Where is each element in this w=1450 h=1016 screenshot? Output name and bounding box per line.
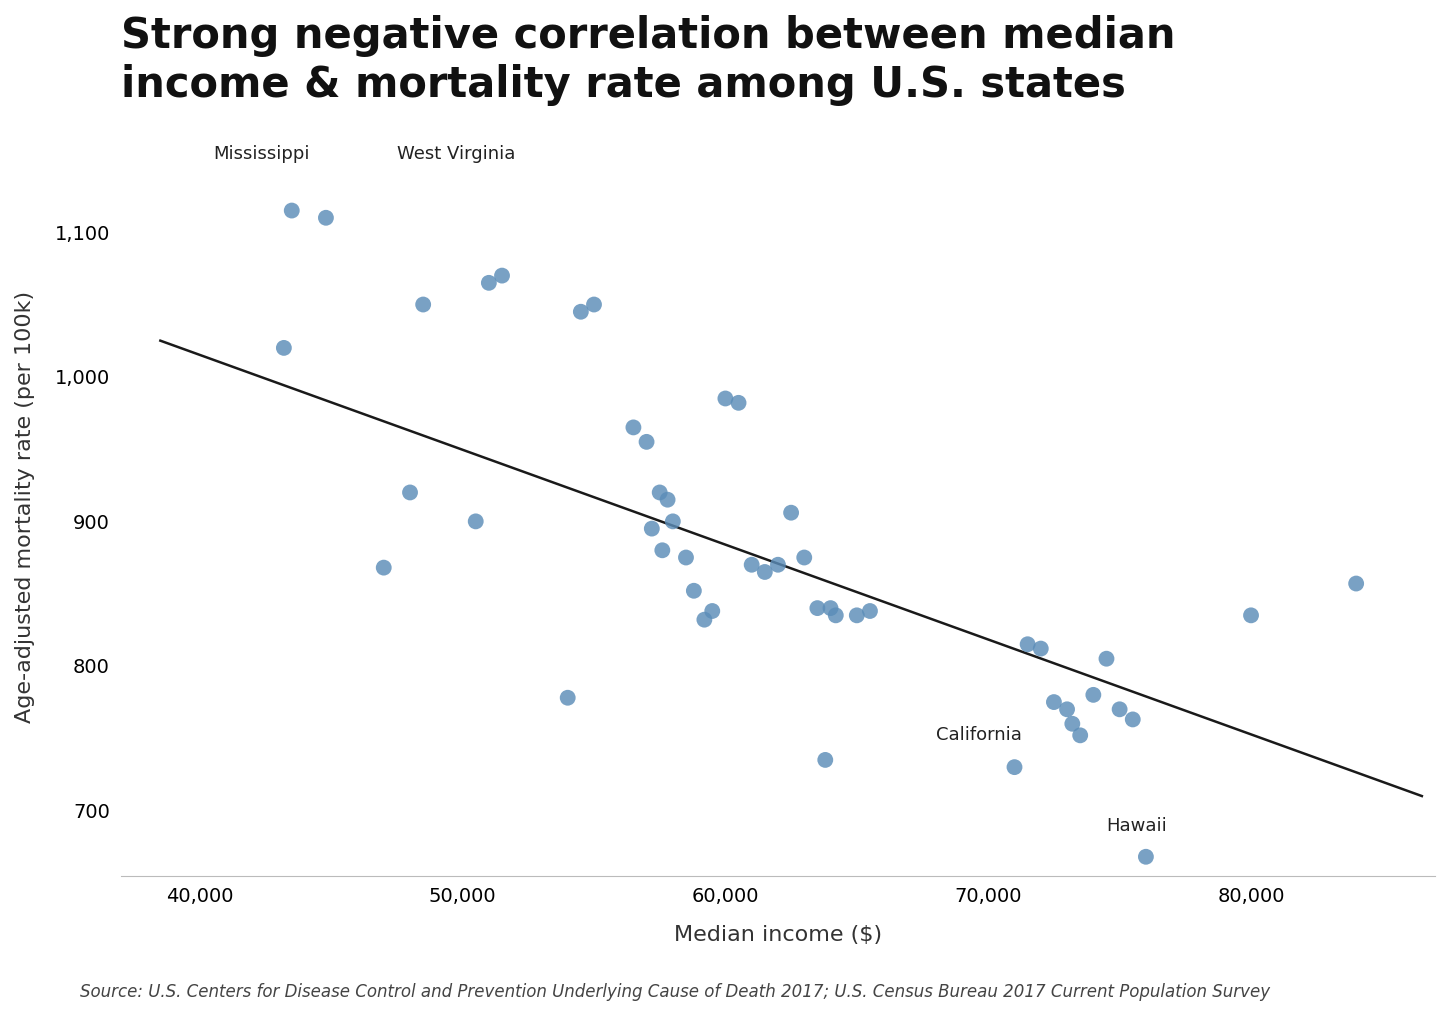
Point bbox=[477, 274, 500, 291]
Point bbox=[1121, 711, 1144, 727]
Point bbox=[464, 513, 487, 529]
Point bbox=[1240, 608, 1263, 624]
Point bbox=[490, 267, 513, 283]
Text: Strong negative correlation between median
income & mortality rate among U.S. st: Strong negative correlation between medi… bbox=[120, 15, 1176, 106]
Point bbox=[1003, 759, 1027, 775]
Point bbox=[570, 304, 593, 320]
Point bbox=[819, 600, 842, 617]
Point bbox=[1108, 701, 1131, 717]
Text: California: California bbox=[935, 726, 1022, 744]
Point bbox=[622, 420, 645, 436]
Point bbox=[726, 394, 750, 410]
X-axis label: Median income ($): Median income ($) bbox=[674, 926, 882, 945]
Y-axis label: Age-adjusted mortality rate (per 100k): Age-adjusted mortality rate (per 100k) bbox=[14, 291, 35, 723]
Point bbox=[1082, 687, 1105, 703]
Point bbox=[780, 505, 803, 521]
Point bbox=[1030, 640, 1053, 656]
Text: Mississippi: Mississippi bbox=[213, 145, 309, 163]
Point bbox=[858, 602, 882, 619]
Point bbox=[700, 602, 724, 619]
Point bbox=[399, 485, 422, 501]
Point bbox=[1016, 636, 1040, 652]
Point bbox=[648, 485, 671, 501]
Point bbox=[273, 339, 296, 356]
Point bbox=[1061, 715, 1085, 732]
Point bbox=[740, 557, 763, 573]
Point bbox=[845, 608, 869, 624]
Point bbox=[315, 209, 338, 226]
Point bbox=[767, 557, 790, 573]
Point bbox=[1043, 694, 1066, 710]
Text: West Virginia: West Virginia bbox=[397, 145, 515, 163]
Point bbox=[1056, 701, 1079, 717]
Point bbox=[824, 608, 847, 624]
Point bbox=[280, 202, 303, 218]
Point bbox=[635, 434, 658, 450]
Point bbox=[683, 582, 706, 598]
Point bbox=[674, 550, 697, 566]
Point bbox=[1134, 848, 1157, 865]
Point bbox=[1069, 727, 1092, 744]
Point bbox=[557, 690, 580, 706]
Text: Hawaii: Hawaii bbox=[1106, 817, 1167, 835]
Point bbox=[713, 390, 737, 406]
Point bbox=[793, 550, 816, 566]
Point bbox=[412, 297, 435, 313]
Point bbox=[641, 520, 664, 536]
Point bbox=[651, 543, 674, 559]
Point bbox=[661, 513, 684, 529]
Point bbox=[693, 612, 716, 628]
Point bbox=[753, 564, 776, 580]
Point bbox=[1344, 575, 1367, 591]
Point bbox=[583, 297, 606, 313]
Text: Source: U.S. Centers for Disease Control and Prevention Underlying Cause of Deat: Source: U.S. Centers for Disease Control… bbox=[80, 982, 1270, 1001]
Point bbox=[806, 600, 829, 617]
Point bbox=[373, 560, 396, 576]
Point bbox=[655, 492, 679, 508]
Point bbox=[1095, 650, 1118, 666]
Point bbox=[813, 752, 837, 768]
